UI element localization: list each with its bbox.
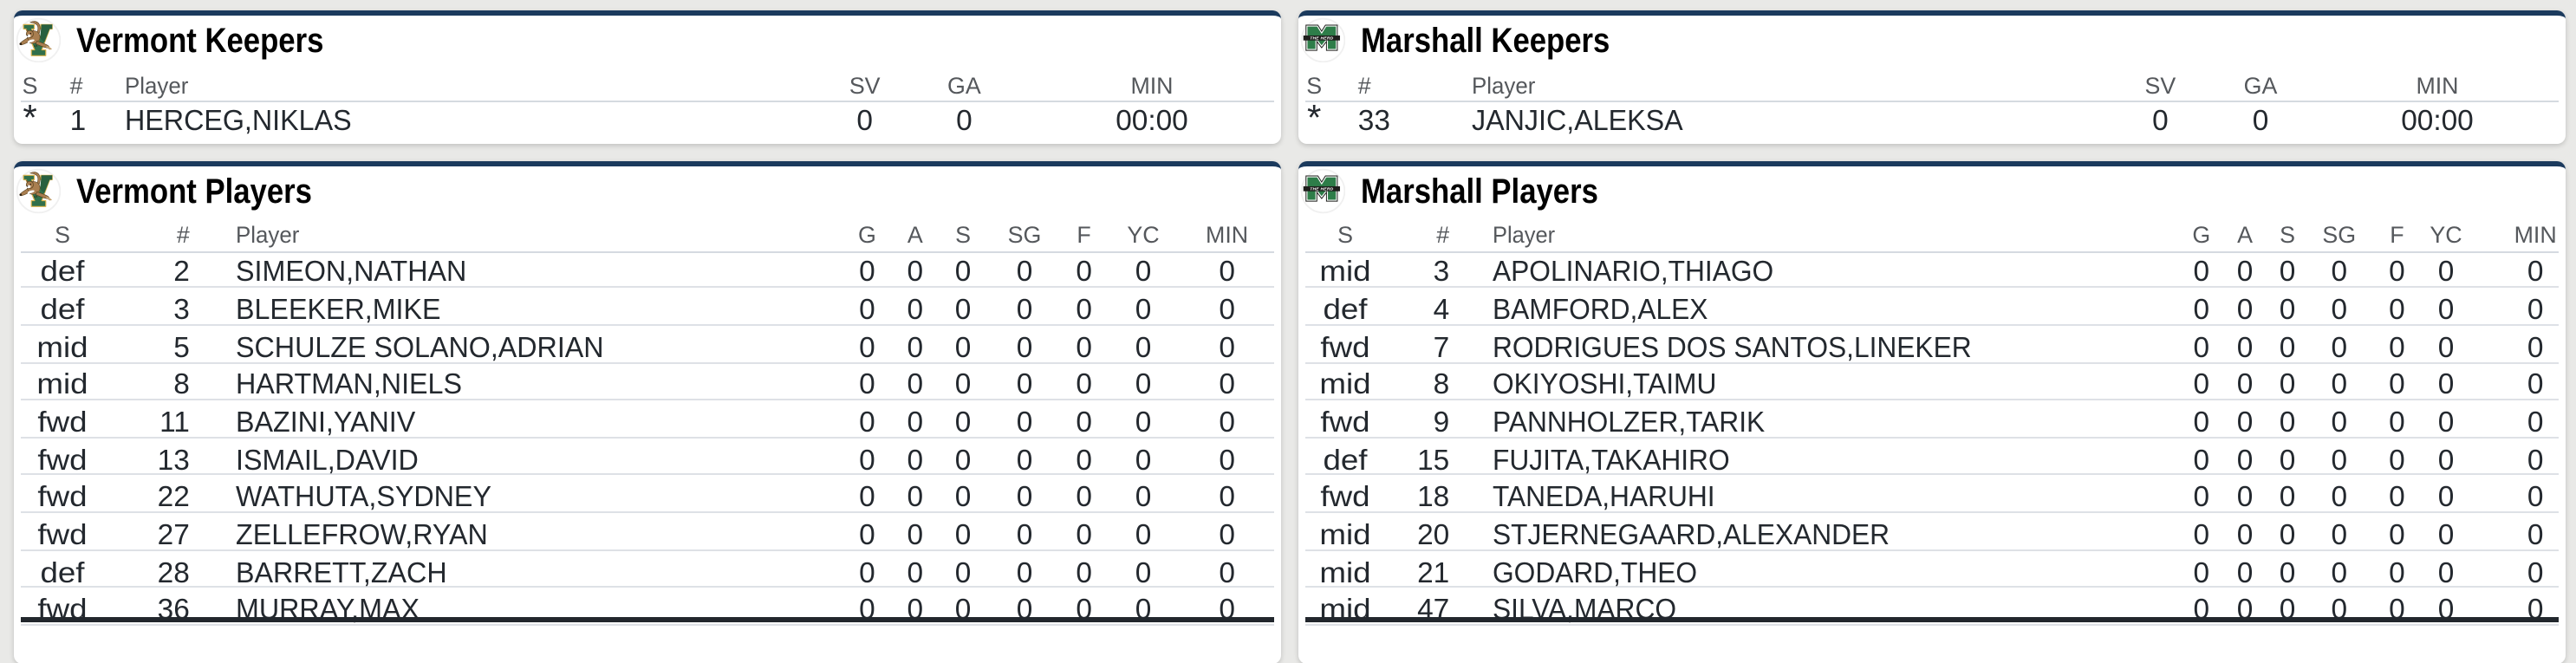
svg-text:THE HERD: THE HERD	[1309, 187, 1332, 192]
svg-text:THE HERD: THE HERD	[1309, 36, 1332, 41]
